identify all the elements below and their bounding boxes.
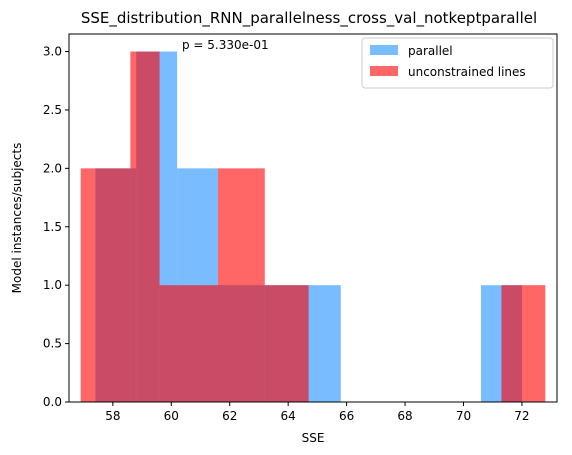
- x-tick-label: 66: [339, 409, 354, 423]
- bar-unconstrained-lines-2: [130, 51, 160, 403]
- y-tick-label: 2.0: [43, 161, 62, 175]
- y-tick-label: 1.0: [43, 278, 62, 292]
- y-axis-label: Model instances/subjects: [10, 143, 24, 294]
- x-axis-label: SSE: [302, 431, 325, 445]
- legend-swatch-unconstrained-lines: [370, 66, 398, 76]
- y-tick-label: 3.0: [43, 45, 62, 59]
- y-tick-label: 0.0: [43, 395, 62, 409]
- x-tick-label: 58: [105, 409, 120, 423]
- legend-swatch-parallel: [370, 45, 398, 55]
- bar-unconstrained-lines-1: [95, 168, 131, 402]
- x-tick-label: 70: [456, 409, 471, 423]
- bar-unconstrained-lines-3: [159, 285, 219, 402]
- y-axis-ticks: 0.0 0.5 1.0 1.5 2.0 2.5 3.0: [43, 45, 69, 409]
- legend-label-parallel: parallel: [408, 44, 453, 58]
- plot-frame: [68, 33, 558, 403]
- x-tick-label: 62: [222, 409, 237, 423]
- y-tick-label: 2.5: [43, 103, 62, 117]
- legend-label-unconstrained-lines: unconstrained lines: [408, 65, 526, 79]
- bar-unconstrained-lines-0: [80, 168, 96, 402]
- legend: parallel unconstrained lines: [361, 37, 554, 89]
- x-tick-label: 60: [164, 409, 179, 423]
- bars-layer: [80, 51, 546, 403]
- bar-unconstrained-lines-5: [264, 285, 309, 402]
- bar-unconstrained-lines-6: [501, 285, 546, 402]
- chart-title: SSE_distribution_RNN_parallelness_cross_…: [81, 9, 537, 28]
- p-value-annotation: p = 5.330e-01: [182, 38, 269, 52]
- x-tick-label: 72: [514, 409, 529, 423]
- legend-frame: [361, 37, 554, 89]
- y-tick-label: 1.5: [43, 220, 62, 234]
- x-tick-label: 64: [281, 409, 296, 423]
- x-tick-label: 68: [397, 409, 412, 423]
- y-tick-label: 0.5: [43, 337, 62, 351]
- bar-unconstrained-lines-4: [218, 168, 265, 402]
- x-axis-ticks: 58 60 62 64 66 68 70 72: [105, 402, 530, 423]
